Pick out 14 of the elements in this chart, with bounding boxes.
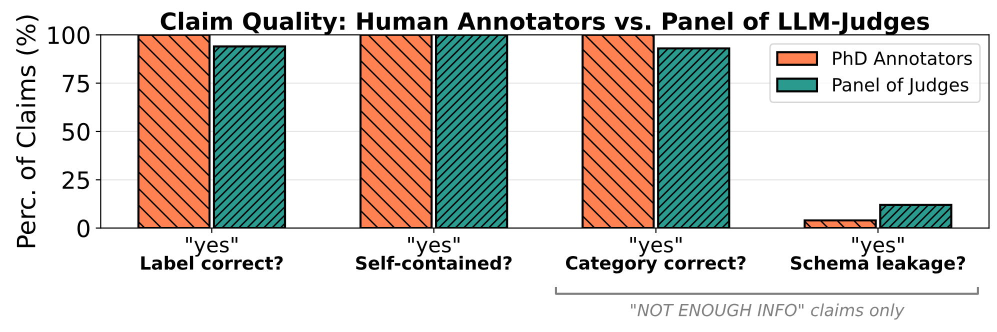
y-tick-label: 25 — [62, 171, 89, 190]
chart-title: Claim Quality: Human Annotators vs. Panel of LLM-Judges — [160, 12, 929, 35]
x-tick-label: "yes" Self-contained? — [356, 237, 512, 270]
x-tick-label: "yes" Category correct? — [566, 237, 746, 274]
y-tick-label: 0 — [78, 220, 90, 238]
y-tick-label: 75 — [62, 74, 89, 92]
y-axis-title: Perc. of Claims (%) — [16, 16, 38, 248]
legend-label: Panel of Judges — [833, 78, 968, 96]
x-tick-label: "yes" Schema leakage? — [791, 237, 966, 274]
legend-label: PhD Annotators — [833, 51, 972, 66]
x-tick-label: "yes" Label correct? — [141, 237, 283, 270]
text: "NOT ENOUGH INFO" claims only — [631, 303, 905, 320]
y-tick-label: 50 — [62, 122, 90, 141]
y-tick-label: 100 — [48, 26, 90, 44]
